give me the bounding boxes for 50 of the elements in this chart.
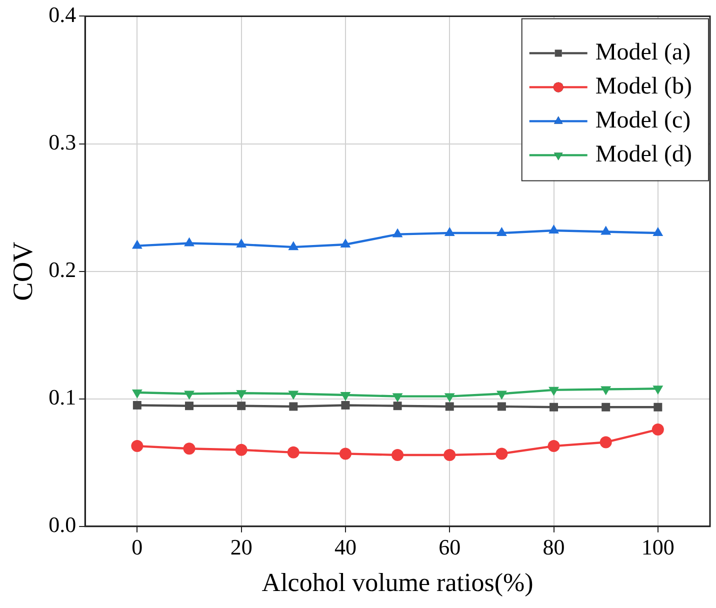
legend-label: Model (b) xyxy=(595,73,692,100)
point xyxy=(602,402,610,412)
y-tick-label: 0.0 xyxy=(48,512,76,538)
point xyxy=(444,227,455,236)
y-axis-title: COV xyxy=(8,242,40,301)
legend-label: Model (d) xyxy=(595,141,692,168)
point xyxy=(235,444,248,456)
point xyxy=(339,448,352,460)
point xyxy=(496,227,507,236)
x-tick-label: 20 xyxy=(230,534,252,560)
point xyxy=(131,440,144,452)
point xyxy=(652,227,664,236)
legend-label: Model (a) xyxy=(595,39,691,66)
point xyxy=(654,402,662,412)
point xyxy=(185,402,194,410)
point xyxy=(444,448,456,461)
point xyxy=(392,228,403,238)
point xyxy=(548,440,560,452)
point xyxy=(132,240,142,249)
point xyxy=(548,224,559,234)
point xyxy=(496,448,508,460)
x-tick-label: 80 xyxy=(542,534,565,560)
point xyxy=(183,442,196,455)
y-tick-label: 0.1 xyxy=(48,384,76,410)
x-tick-label: 100 xyxy=(641,534,674,560)
point xyxy=(600,226,612,235)
point xyxy=(289,402,298,411)
point xyxy=(392,448,404,461)
point xyxy=(341,400,350,410)
point xyxy=(340,238,351,248)
point xyxy=(288,241,299,250)
point xyxy=(652,423,664,436)
point xyxy=(132,400,142,410)
x-tick-label: 0 xyxy=(132,534,143,560)
point xyxy=(600,436,612,448)
point xyxy=(236,238,247,248)
point xyxy=(497,402,506,411)
x-tick-label: 40 xyxy=(334,534,356,560)
point xyxy=(237,402,246,410)
point xyxy=(287,446,300,458)
legend-label: Model (c) xyxy=(595,107,691,134)
y-tick-label: 0.2 xyxy=(48,257,76,282)
y-tick-label: 0.3 xyxy=(48,130,76,155)
y-tick-label: 0.4 xyxy=(48,2,76,27)
point xyxy=(184,237,194,246)
point xyxy=(445,402,454,411)
point xyxy=(550,402,558,412)
x-tick-label: 60 xyxy=(438,534,461,560)
x-axis-title: Alcohol volume ratios(%) xyxy=(262,568,534,598)
point xyxy=(393,402,402,410)
